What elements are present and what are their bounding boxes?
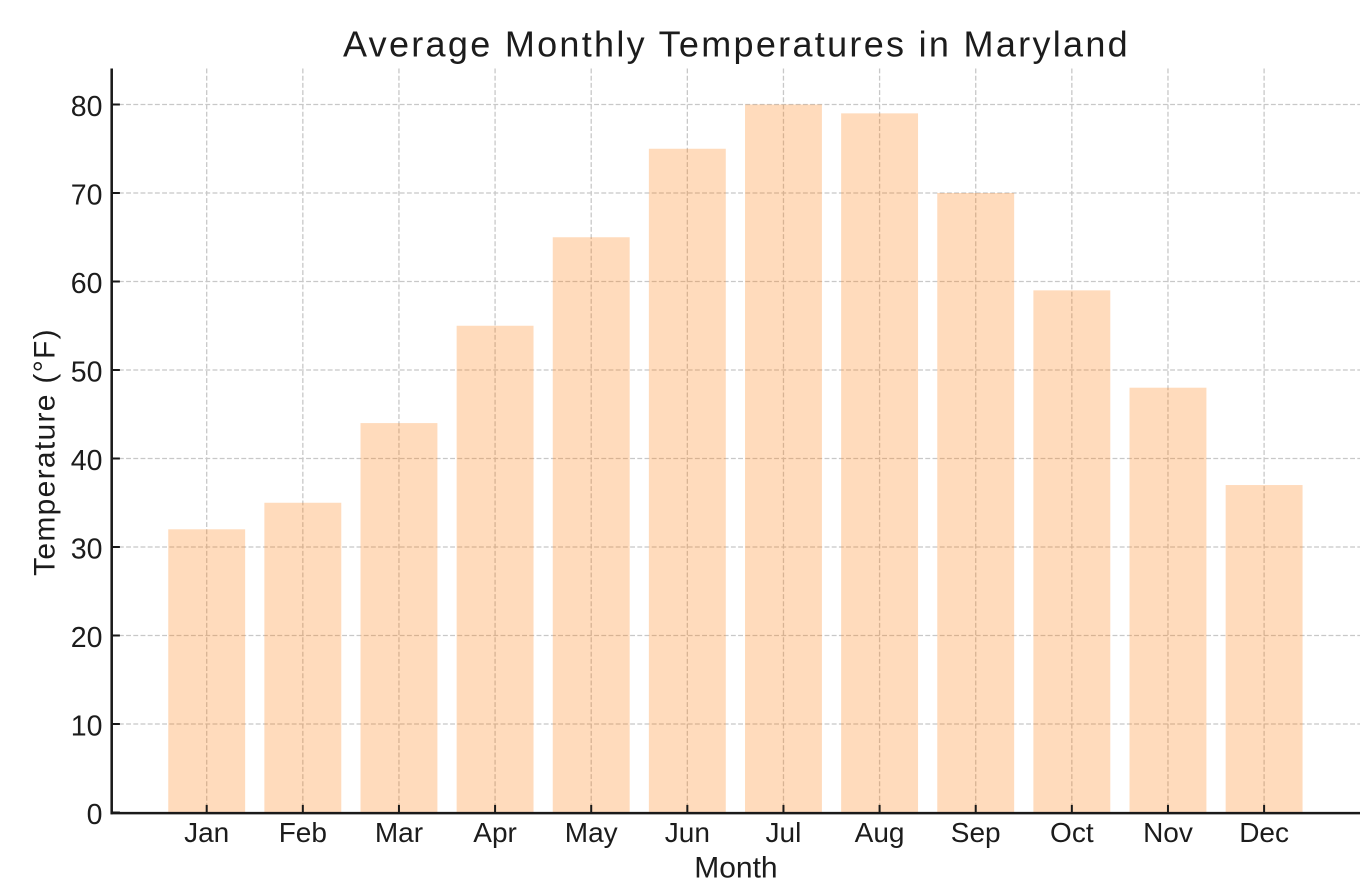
- svg-text:70: 70: [71, 179, 103, 211]
- svg-text:0: 0: [87, 799, 103, 831]
- svg-text:Jun: Jun: [665, 817, 710, 848]
- svg-text:Feb: Feb: [279, 817, 327, 848]
- svg-text:Nov: Nov: [1143, 817, 1193, 848]
- svg-text:Jul: Jul: [766, 817, 802, 848]
- svg-text:May: May: [565, 817, 618, 848]
- svg-text:Mar: Mar: [375, 817, 423, 848]
- svg-text:60: 60: [71, 268, 103, 300]
- svg-text:Month: Month: [694, 852, 777, 885]
- svg-text:Temperature (°F): Temperature (°F): [29, 328, 62, 576]
- svg-text:Jan: Jan: [184, 817, 229, 848]
- svg-text:30: 30: [71, 533, 103, 565]
- svg-text:40: 40: [71, 445, 103, 477]
- svg-text:Average Monthly Temperatures i: Average Monthly Temperatures in Maryland: [343, 24, 1130, 65]
- svg-text:80: 80: [71, 91, 103, 123]
- svg-text:Apr: Apr: [473, 817, 517, 848]
- svg-text:20: 20: [71, 622, 103, 654]
- svg-text:Oct: Oct: [1050, 817, 1094, 848]
- svg-text:10: 10: [71, 710, 103, 742]
- svg-text:Aug: Aug: [855, 817, 905, 848]
- svg-text:Sep: Sep: [951, 817, 1001, 848]
- svg-text:50: 50: [71, 356, 103, 388]
- svg-text:Dec: Dec: [1239, 817, 1289, 848]
